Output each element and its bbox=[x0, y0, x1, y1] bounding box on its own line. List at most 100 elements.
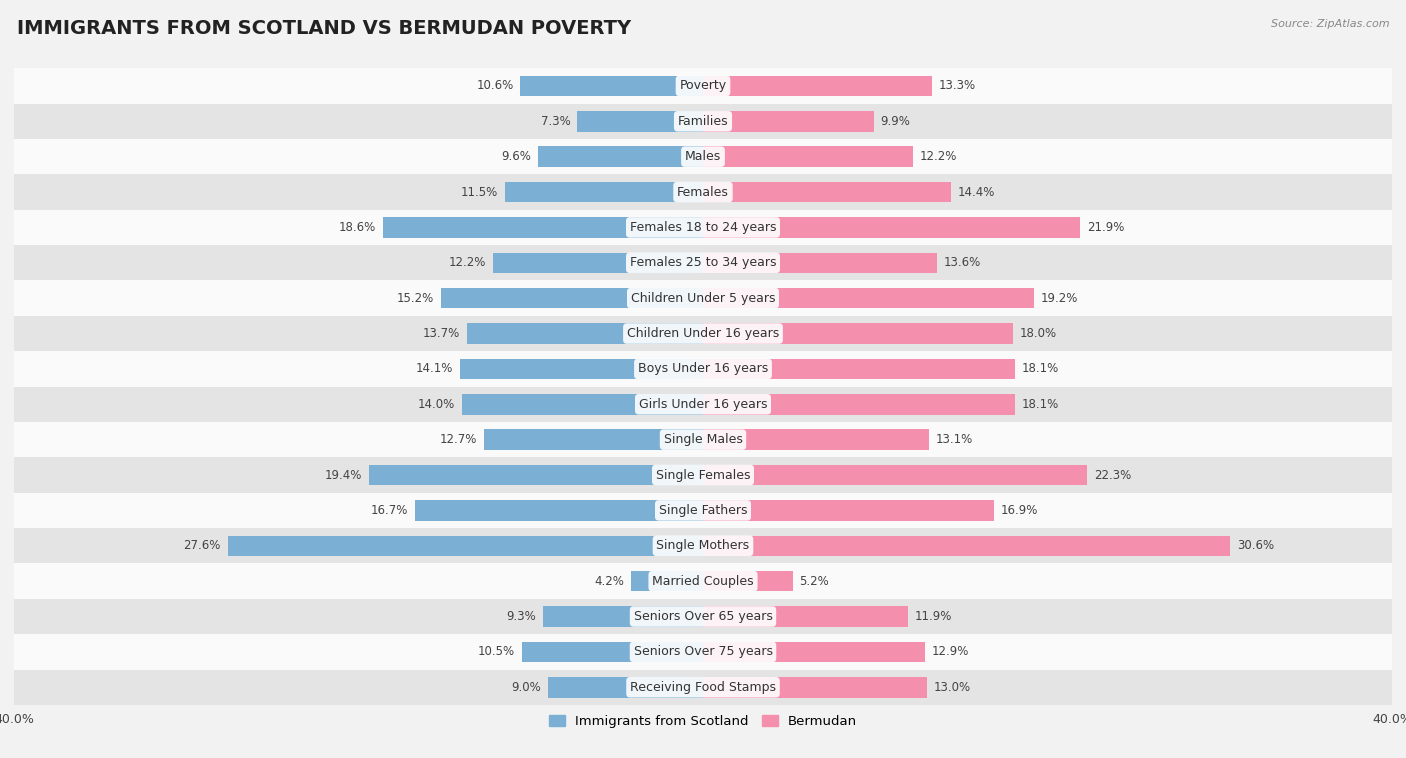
Bar bbox=[537, 146, 703, 167]
Text: 16.9%: 16.9% bbox=[1001, 504, 1039, 517]
Bar bbox=[415, 500, 703, 521]
Text: 5.2%: 5.2% bbox=[800, 575, 830, 587]
Text: Poverty: Poverty bbox=[679, 80, 727, 92]
Text: 18.6%: 18.6% bbox=[339, 221, 375, 234]
Bar bbox=[703, 182, 950, 202]
Text: Source: ZipAtlas.com: Source: ZipAtlas.com bbox=[1271, 19, 1389, 29]
Bar bbox=[467, 323, 703, 344]
Bar bbox=[703, 571, 793, 591]
Bar bbox=[14, 387, 1392, 422]
Bar bbox=[505, 182, 703, 202]
Text: Single Females: Single Females bbox=[655, 468, 751, 481]
Bar bbox=[368, 465, 703, 485]
Bar bbox=[703, 288, 1033, 309]
Text: 12.2%: 12.2% bbox=[920, 150, 957, 163]
Text: 22.3%: 22.3% bbox=[1094, 468, 1132, 481]
Text: Males: Males bbox=[685, 150, 721, 163]
Bar bbox=[703, 641, 925, 662]
Text: 18.0%: 18.0% bbox=[1019, 327, 1057, 340]
Text: Boys Under 16 years: Boys Under 16 years bbox=[638, 362, 768, 375]
Text: Girls Under 16 years: Girls Under 16 years bbox=[638, 398, 768, 411]
Bar bbox=[14, 210, 1392, 245]
Text: Females: Females bbox=[678, 186, 728, 199]
Text: 13.3%: 13.3% bbox=[939, 80, 976, 92]
Bar bbox=[228, 535, 703, 556]
Bar bbox=[461, 394, 703, 415]
Text: 13.6%: 13.6% bbox=[945, 256, 981, 269]
Bar bbox=[703, 606, 908, 627]
Legend: Immigrants from Scotland, Bermudan: Immigrants from Scotland, Bermudan bbox=[544, 709, 862, 733]
Text: 18.1%: 18.1% bbox=[1022, 362, 1059, 375]
Text: 19.4%: 19.4% bbox=[325, 468, 361, 481]
Bar bbox=[703, 359, 1015, 379]
Bar bbox=[460, 359, 703, 379]
Text: Families: Families bbox=[678, 114, 728, 128]
Bar bbox=[14, 174, 1392, 210]
Bar bbox=[578, 111, 703, 132]
Text: 10.6%: 10.6% bbox=[477, 80, 513, 92]
Text: 10.5%: 10.5% bbox=[478, 645, 515, 659]
Bar bbox=[14, 528, 1392, 563]
Text: 9.3%: 9.3% bbox=[506, 610, 536, 623]
Text: Single Fathers: Single Fathers bbox=[659, 504, 747, 517]
Bar bbox=[14, 139, 1392, 174]
Text: 30.6%: 30.6% bbox=[1237, 539, 1274, 553]
Text: 14.0%: 14.0% bbox=[418, 398, 456, 411]
Text: Females 25 to 34 years: Females 25 to 34 years bbox=[630, 256, 776, 269]
Text: Children Under 5 years: Children Under 5 years bbox=[631, 292, 775, 305]
Text: Married Couples: Married Couples bbox=[652, 575, 754, 587]
Text: Females 18 to 24 years: Females 18 to 24 years bbox=[630, 221, 776, 234]
Bar bbox=[703, 500, 994, 521]
Text: 7.3%: 7.3% bbox=[541, 114, 571, 128]
Text: IMMIGRANTS FROM SCOTLAND VS BERMUDAN POVERTY: IMMIGRANTS FROM SCOTLAND VS BERMUDAN POV… bbox=[17, 19, 631, 38]
Bar bbox=[14, 68, 1392, 104]
Bar bbox=[494, 252, 703, 273]
Text: 21.9%: 21.9% bbox=[1087, 221, 1125, 234]
Bar bbox=[14, 599, 1392, 634]
Text: Seniors Over 75 years: Seniors Over 75 years bbox=[634, 645, 772, 659]
Bar bbox=[441, 288, 703, 309]
Bar bbox=[703, 252, 938, 273]
Text: 11.5%: 11.5% bbox=[461, 186, 498, 199]
Bar bbox=[703, 394, 1015, 415]
Bar bbox=[14, 563, 1392, 599]
Text: Seniors Over 65 years: Seniors Over 65 years bbox=[634, 610, 772, 623]
Bar bbox=[703, 465, 1087, 485]
Bar bbox=[14, 245, 1392, 280]
Bar bbox=[703, 146, 912, 167]
Bar bbox=[14, 422, 1392, 457]
Text: 16.7%: 16.7% bbox=[371, 504, 409, 517]
Bar bbox=[703, 677, 927, 697]
Bar bbox=[543, 606, 703, 627]
Text: 15.2%: 15.2% bbox=[396, 292, 434, 305]
Text: 14.4%: 14.4% bbox=[957, 186, 995, 199]
Bar bbox=[703, 429, 928, 450]
Text: 12.2%: 12.2% bbox=[449, 256, 486, 269]
Bar bbox=[484, 429, 703, 450]
Text: 14.1%: 14.1% bbox=[416, 362, 453, 375]
Bar bbox=[703, 323, 1012, 344]
Bar bbox=[631, 571, 703, 591]
Text: 4.2%: 4.2% bbox=[593, 575, 624, 587]
Bar bbox=[14, 351, 1392, 387]
Text: 13.1%: 13.1% bbox=[935, 433, 973, 446]
Text: 13.0%: 13.0% bbox=[934, 681, 972, 694]
Bar bbox=[14, 634, 1392, 669]
Bar bbox=[14, 457, 1392, 493]
Text: 27.6%: 27.6% bbox=[183, 539, 221, 553]
Bar bbox=[703, 217, 1080, 238]
Text: Single Mothers: Single Mothers bbox=[657, 539, 749, 553]
Text: 13.7%: 13.7% bbox=[423, 327, 460, 340]
Text: 12.7%: 12.7% bbox=[440, 433, 478, 446]
Text: 9.9%: 9.9% bbox=[880, 114, 910, 128]
Bar bbox=[522, 641, 703, 662]
Bar bbox=[548, 677, 703, 697]
Bar bbox=[14, 316, 1392, 351]
Bar bbox=[14, 669, 1392, 705]
Bar bbox=[14, 280, 1392, 316]
Text: 19.2%: 19.2% bbox=[1040, 292, 1078, 305]
Bar bbox=[703, 111, 873, 132]
Text: 12.9%: 12.9% bbox=[932, 645, 970, 659]
Bar bbox=[14, 104, 1392, 139]
Text: Children Under 16 years: Children Under 16 years bbox=[627, 327, 779, 340]
